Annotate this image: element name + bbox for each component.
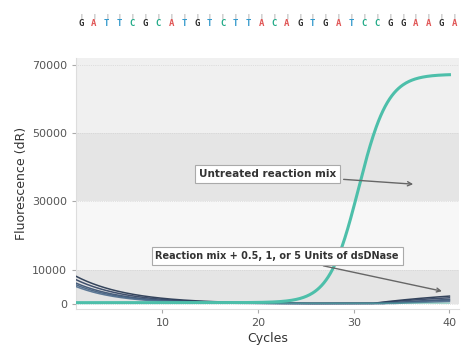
Bar	[76, 270, 459, 304]
Text: T: T	[233, 19, 238, 28]
Text: |: |	[439, 13, 443, 19]
Text: A: A	[452, 19, 457, 28]
Text: |: |	[246, 13, 250, 19]
Text: A: A	[413, 19, 419, 28]
Bar	[76, 58, 459, 133]
Text: |: |	[298, 13, 302, 19]
Text: |: |	[182, 13, 186, 19]
Text: T: T	[246, 19, 251, 28]
Text: G: G	[78, 19, 84, 28]
Text: T: T	[117, 19, 122, 28]
Text: C: C	[374, 19, 380, 28]
Text: G: G	[387, 19, 392, 28]
Text: |: |	[259, 13, 263, 19]
Text: T: T	[104, 19, 109, 28]
Text: G: G	[194, 19, 200, 28]
Text: G: G	[143, 19, 148, 28]
Text: A: A	[168, 19, 174, 28]
Text: |: |	[452, 13, 456, 19]
Text: |: |	[324, 13, 328, 19]
Text: |: |	[195, 13, 199, 19]
Text: A: A	[426, 19, 431, 28]
Text: |: |	[427, 13, 430, 19]
Text: T: T	[348, 19, 354, 28]
Text: A: A	[91, 19, 97, 28]
Text: G: G	[297, 19, 302, 28]
Text: C: C	[362, 19, 367, 28]
Text: T: T	[182, 19, 187, 28]
Text: Untreated reaction mix: Untreated reaction mix	[199, 169, 411, 186]
Text: |: |	[208, 13, 211, 19]
Text: |: |	[118, 13, 121, 19]
Text: |: |	[401, 13, 405, 19]
Text: T: T	[310, 19, 315, 28]
Text: |: |	[349, 13, 353, 19]
Bar	[76, 201, 459, 270]
Text: |: |	[414, 13, 418, 19]
Text: |: |	[285, 13, 289, 19]
Text: C: C	[155, 19, 161, 28]
Y-axis label: Fluorescence (dR): Fluorescence (dR)	[15, 127, 28, 240]
Bar	[76, 133, 459, 201]
Text: |: |	[221, 13, 225, 19]
Text: Reaction mix + 0.5, 1, or 5 Units of dsDNase: Reaction mix + 0.5, 1, or 5 Units of dsD…	[155, 251, 440, 292]
Text: |: |	[131, 13, 135, 19]
Text: C: C	[220, 19, 225, 28]
Text: G: G	[439, 19, 444, 28]
Text: |: |	[388, 13, 392, 19]
Text: |: |	[156, 13, 160, 19]
Text: A: A	[258, 19, 264, 28]
Text: |: |	[234, 13, 237, 19]
Text: A: A	[284, 19, 290, 28]
Text: C: C	[130, 19, 135, 28]
Text: G: G	[400, 19, 405, 28]
Text: G: G	[323, 19, 328, 28]
Text: T: T	[207, 19, 212, 28]
Text: A: A	[336, 19, 341, 28]
Text: |: |	[311, 13, 315, 19]
Text: |: |	[79, 13, 83, 19]
Text: |: |	[375, 13, 379, 19]
Text: |: |	[337, 13, 340, 19]
Text: |: |	[105, 13, 109, 19]
Text: |: |	[169, 13, 173, 19]
Text: |: |	[362, 13, 366, 19]
Text: C: C	[272, 19, 277, 28]
Text: |: |	[92, 13, 96, 19]
Text: |: |	[144, 13, 147, 19]
X-axis label: Cycles: Cycles	[247, 332, 288, 345]
Text: |: |	[272, 13, 276, 19]
